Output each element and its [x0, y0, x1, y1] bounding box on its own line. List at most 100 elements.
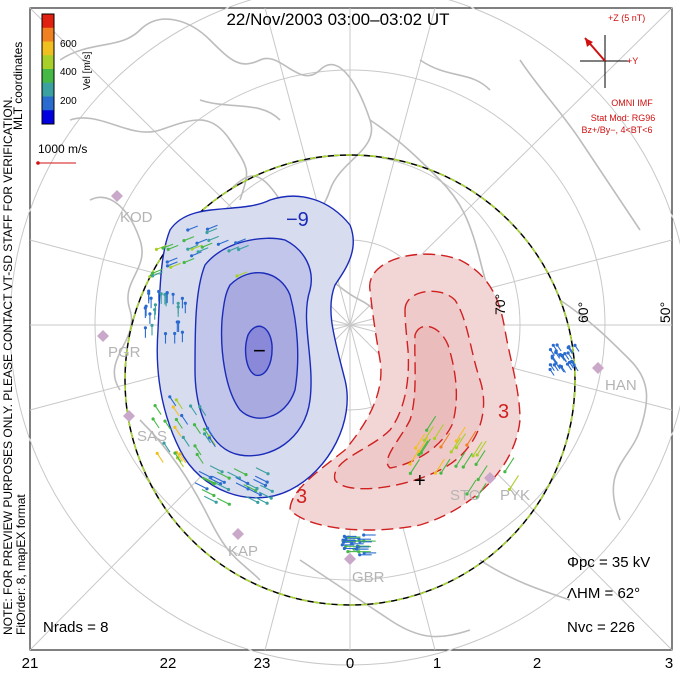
velocity-vector-origin — [432, 436, 437, 441]
velocity-vector-origin — [417, 449, 421, 453]
velocity-vector-origin — [357, 550, 361, 554]
velocity-vector-origin — [171, 405, 175, 409]
velocity-vector — [183, 257, 195, 264]
velocity-vector — [183, 236, 195, 242]
velocity-vector-origin — [213, 481, 217, 485]
velocity-vector-origin — [503, 470, 507, 474]
velocity-vector — [156, 244, 167, 250]
velocity-vector — [415, 433, 426, 449]
velocity-vector — [207, 428, 215, 438]
velocity-vector-origin — [342, 538, 346, 543]
velocity-vector — [258, 491, 272, 499]
negative-contour-label: −9 — [286, 209, 309, 231]
hm-boundary-dash — [124, 154, 576, 606]
velocity-vector — [236, 271, 248, 277]
velocity-vector-origin — [207, 436, 211, 440]
mlt-label-22: 22 — [160, 655, 177, 672]
velocity-vector-origin — [265, 480, 269, 484]
velocity-vector — [235, 476, 248, 484]
velocity-vector-origin — [476, 477, 480, 482]
velocity-vector-origin — [475, 495, 479, 499]
maximum-marker: + — [414, 470, 426, 492]
velocity-vector — [227, 471, 240, 479]
velocity-vector-origin — [209, 475, 213, 479]
velocity-vector-origin — [227, 249, 231, 253]
velocity-vector — [202, 476, 216, 484]
velocity-vector-origin — [150, 271, 155, 275]
velocity-vector — [152, 268, 163, 274]
velocity-vector-origin — [166, 247, 170, 251]
station-label-pgr: PGR — [108, 344, 141, 361]
velocity-vector-origin — [189, 404, 193, 408]
velocity-vector — [203, 495, 217, 503]
imf-z-label: +Z (5 nT) — [608, 13, 645, 23]
velocity-vector-origin — [235, 274, 239, 278]
velocity-vector — [238, 244, 249, 251]
velocity-vector-origin — [362, 533, 366, 537]
velocity-vector-origin — [244, 473, 248, 477]
stat-n-vc: Nvc = 226 — [567, 619, 635, 636]
velocity-colorbar — [41, 13, 55, 125]
velocity-vector — [177, 457, 184, 468]
velocity-vector — [235, 238, 246, 244]
velocity-vector — [187, 225, 199, 231]
velocity-vector — [206, 227, 218, 234]
velocity-vector — [509, 475, 519, 490]
velocity-vector-origin — [266, 472, 270, 476]
velocity-vector-origin — [570, 359, 574, 363]
velocity-vector-origin — [566, 351, 570, 355]
velocity-vector-origin — [265, 501, 269, 505]
velocity-vector — [255, 467, 269, 475]
velocity-vector-origin — [422, 438, 426, 442]
velocity-vector-origin — [214, 500, 218, 504]
velocity-vector-origin — [237, 247, 241, 252]
velocity-vector — [217, 497, 230, 505]
velocity-vector — [196, 454, 204, 464]
velocity-vector — [476, 483, 487, 498]
velocity-vector — [174, 426, 182, 437]
colorbar-segment — [42, 14, 54, 29]
velocity-vector — [194, 482, 208, 490]
velocity-vector-origin — [258, 493, 262, 497]
velocity-vector-origin — [192, 423, 197, 427]
velocity-vector-origin — [193, 444, 197, 448]
velocity-vector-origin — [355, 545, 359, 549]
velocity-vector-origin — [207, 238, 211, 242]
velocity-vector-origin — [165, 291, 169, 295]
velocity-vector-origin — [350, 542, 354, 546]
velocity-vector-origin — [246, 487, 250, 491]
velocity-vector — [462, 452, 473, 468]
velocity-vector — [455, 426, 466, 442]
velocity-vector — [409, 449, 420, 465]
imf-dial — [580, 35, 630, 88]
velocity-vector — [440, 432, 451, 448]
velocity-vector-origin — [163, 332, 168, 336]
velocity-vector-origin — [190, 254, 194, 258]
velocity-vector-origin — [563, 352, 567, 356]
velocity-vector-origin — [220, 470, 224, 474]
velocity-vector-origin — [153, 303, 157, 307]
colorbar-tick-600: 600 — [60, 39, 77, 50]
velocity-vector — [440, 458, 451, 474]
velocity-vector — [152, 418, 160, 429]
velocity-vector-origin — [198, 405, 202, 409]
velocity-vector-origin — [168, 395, 172, 399]
velocity-vector — [182, 437, 190, 447]
velocity-vector-origin — [151, 274, 155, 278]
velocity-vector — [163, 442, 171, 453]
velocity-vector-origin — [195, 452, 199, 457]
velocity-vector — [477, 465, 488, 480]
velocity-vector-origin — [176, 301, 180, 305]
colorbar-segment — [42, 96, 54, 111]
velocity-vector — [218, 239, 229, 245]
velocity-vector — [207, 224, 218, 230]
velocity-vector-origin — [246, 481, 250, 485]
velocity-vector — [235, 482, 249, 490]
velocity-vectors — [143, 224, 580, 557]
velocity-vector-origin — [182, 260, 186, 265]
velocity-vector-origin — [148, 275, 152, 279]
velocity-vector-origin — [474, 462, 478, 466]
velocity-vector — [248, 488, 261, 496]
velocity-vector-origin — [200, 245, 204, 249]
velocity-vector-origin — [555, 343, 559, 347]
